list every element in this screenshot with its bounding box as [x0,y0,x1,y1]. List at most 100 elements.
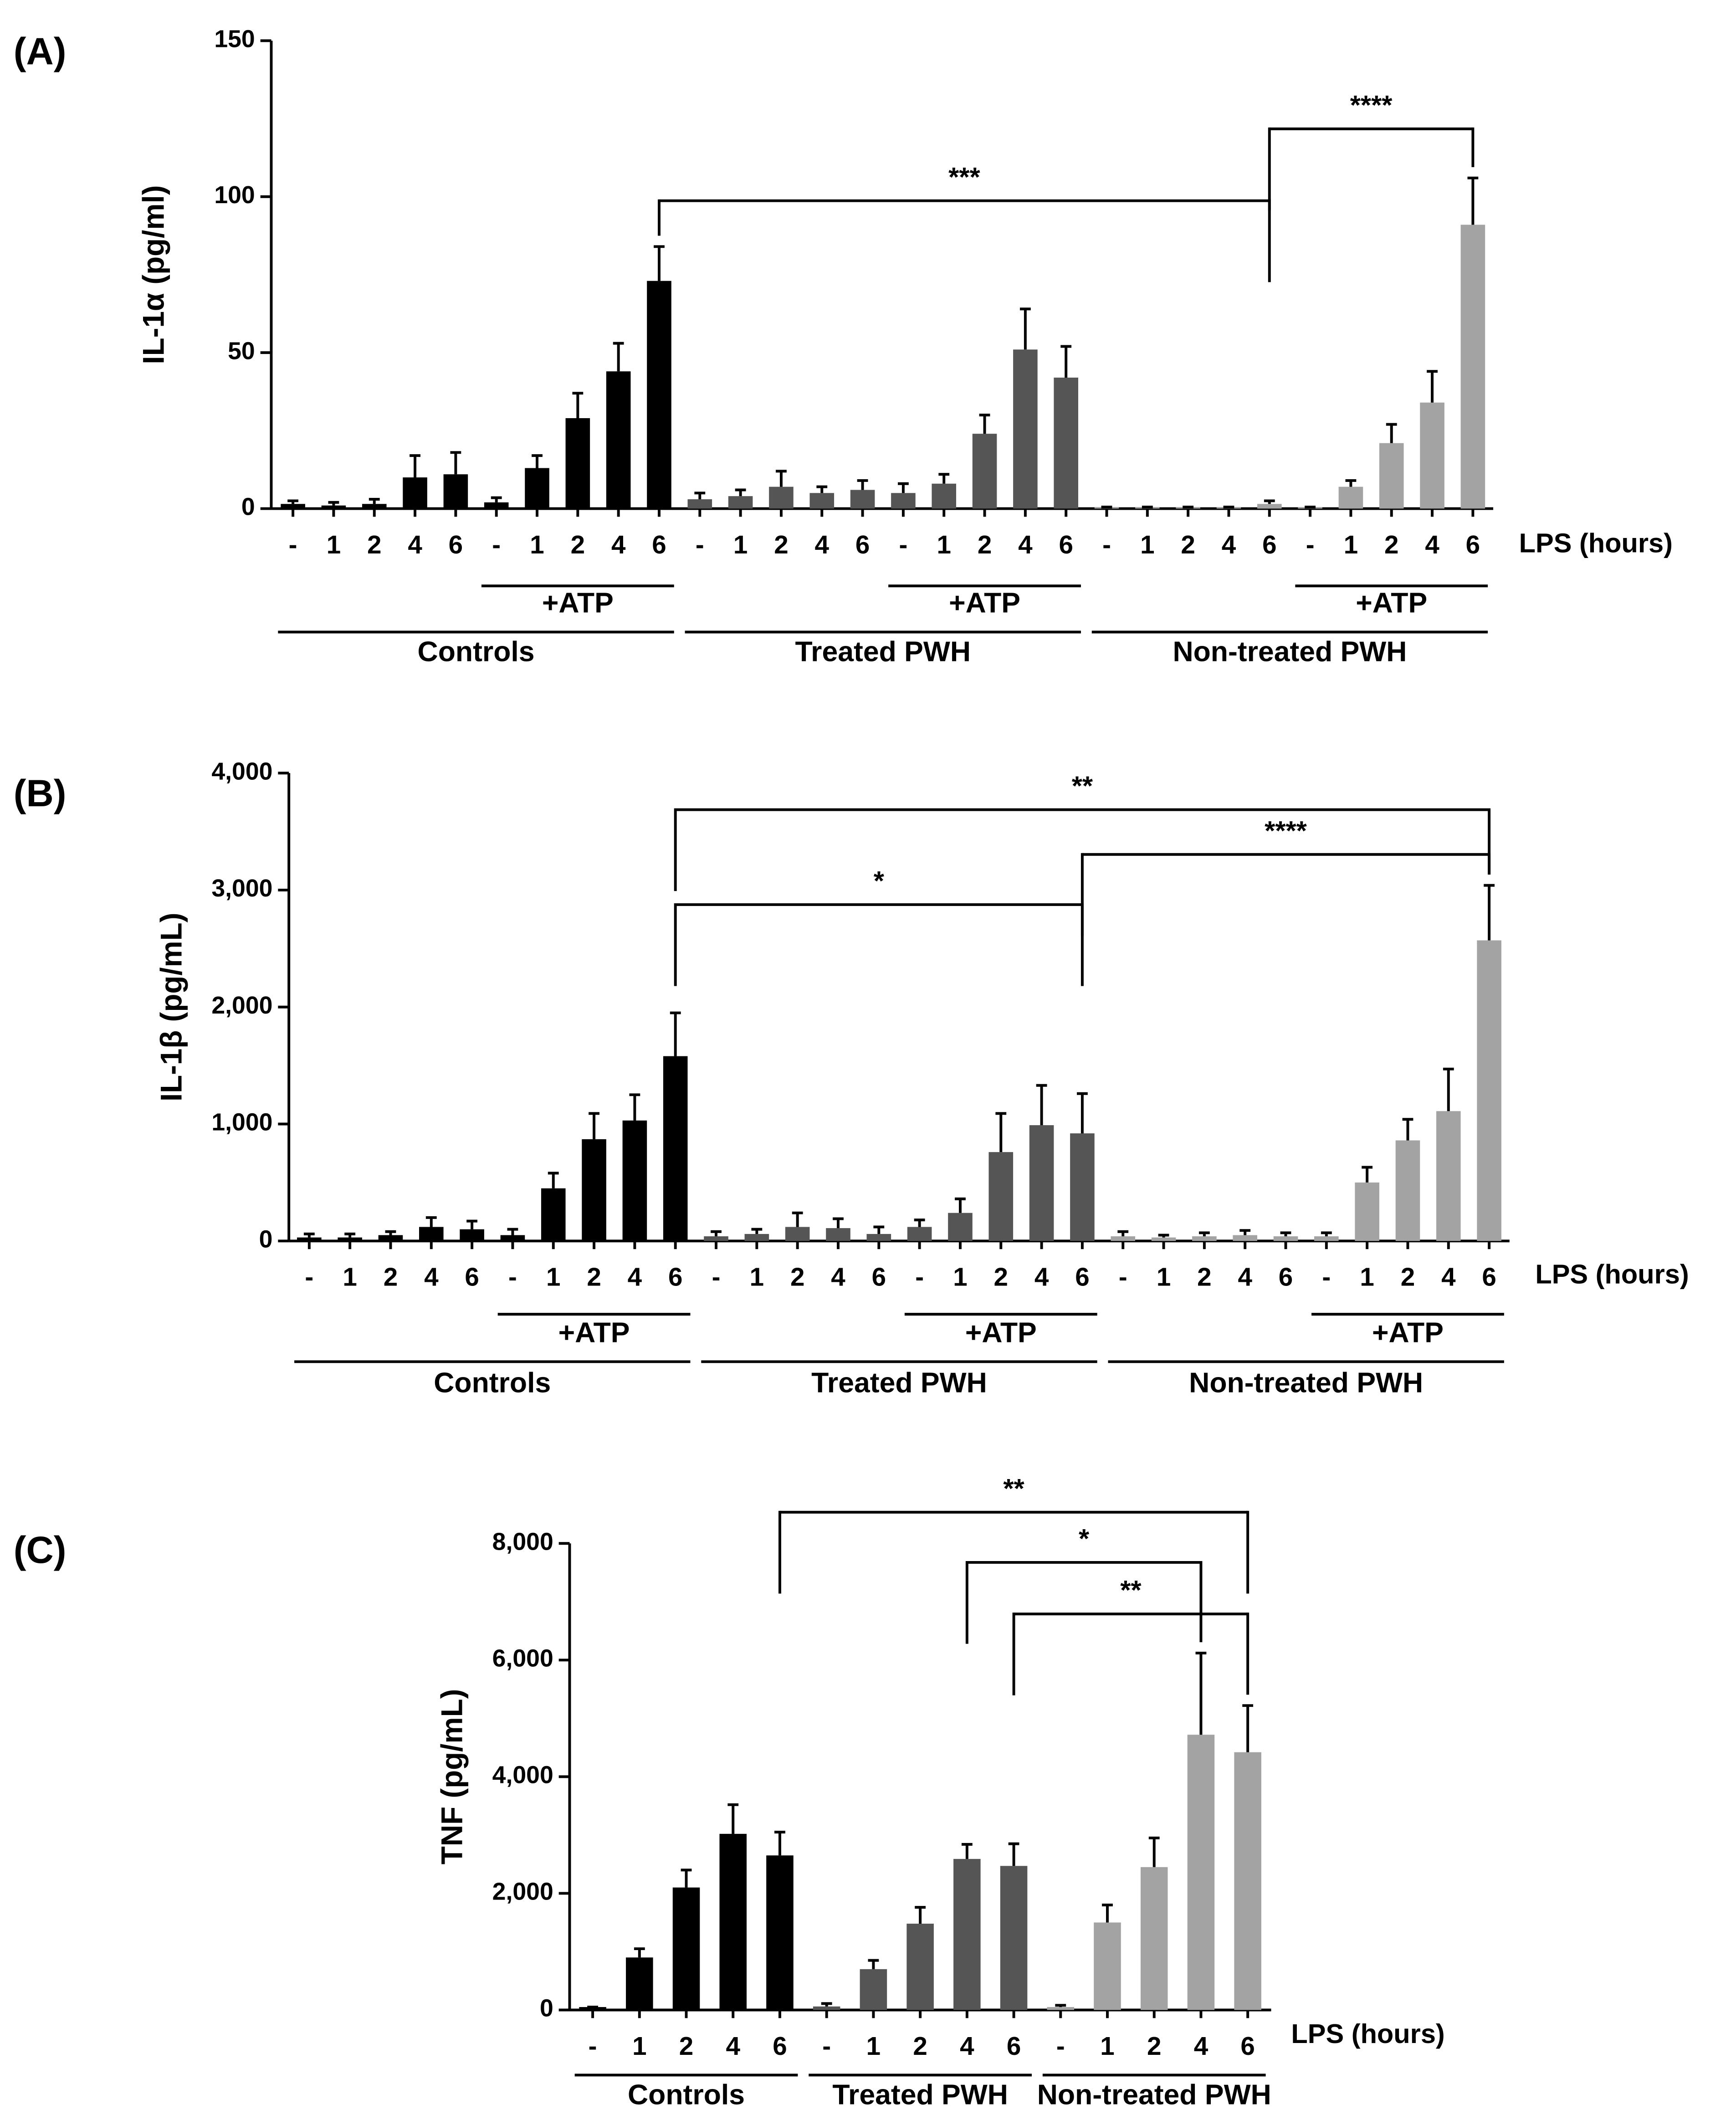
bar [338,1237,362,1241]
x-tick-label: - [696,530,704,559]
x-tick-label: 1 [546,1263,560,1291]
significance-label: ** [1003,1473,1024,1504]
panel-label: (B) [14,772,67,814]
x-tick-label: 2 [1401,1263,1415,1291]
y-tick-label: 150 [214,26,255,53]
x-tick-label: 1 [530,530,544,559]
bar [1151,1237,1176,1241]
bar [1094,1922,1121,2010]
x-tick-label: 6 [449,530,463,559]
bar [1355,1182,1379,1241]
x-tick-label: - [289,530,297,559]
x-tick-label: 4 [815,530,830,559]
bar [1111,1236,1136,1241]
y-tick-label: 0 [540,1995,553,2022]
x-tick-label: 6 [1075,1263,1089,1291]
bar [809,493,835,509]
significance-label: ** [1120,1575,1142,1605]
x-tick-label: 4 [1034,1263,1049,1291]
y-tick-label: 2,000 [492,1878,553,1905]
bar [1047,2007,1075,2010]
bar [297,1237,322,1241]
x-tick-label: 6 [773,2032,787,2060]
x-axis-label: LPS (hours) [1535,1259,1689,1289]
bar [1233,1235,1257,1241]
x-tick-label: 4 [1018,530,1033,559]
x-tick-label: 4 [1238,1263,1252,1291]
x-tick-label: 1 [1140,530,1154,559]
x-tick-label: 2 [774,530,788,559]
bar [606,371,631,509]
bar [647,281,671,509]
y-tick-label: 2,000 [211,992,272,1019]
x-tick-label: - [915,1263,924,1291]
y-tick-label: 1,000 [211,1109,272,1136]
x-tick-label: - [1306,530,1315,559]
x-tick-label: 1 [1344,530,1358,559]
bar [321,505,346,509]
bar [813,2006,840,2010]
bar [1257,504,1282,509]
x-tick-label: 1 [733,530,748,559]
bar [378,1235,403,1241]
sub-group-label: +ATP [965,1316,1037,1348]
x-tick-label: - [1322,1263,1331,1291]
sub-group-label: +ATP [558,1316,630,1348]
x-tick-label: 2 [571,530,585,559]
x-tick-label: 2 [978,530,992,559]
x-tick-label: 1 [327,530,341,559]
bar [769,486,794,509]
group-label: Controls [418,636,535,668]
bar [1140,1867,1168,2010]
panel-label: (C) [14,1529,67,1571]
group-label: Non-treated PWH [1037,2079,1271,2111]
bar [281,504,305,509]
y-tick-label: 0 [241,493,255,521]
significance-label: *** [948,162,980,192]
bar [484,502,509,509]
bar [744,1234,769,1241]
bar [1477,940,1501,1241]
x-tick-label: 6 [668,1263,682,1291]
bar [672,1887,700,2010]
bar [443,474,468,509]
significance-label: **** [1265,815,1307,846]
x-tick-label: - [492,530,501,559]
bar [622,1120,647,1241]
x-tick-label: - [822,2032,831,2060]
x-tick-label: 1 [1100,2032,1114,2060]
panel-label: (A) [14,30,67,72]
x-tick-label: - [1102,530,1111,559]
bar [719,1833,747,2010]
bar [860,1969,887,2010]
bar [460,1229,484,1241]
x-tick-label: 2 [1197,1263,1211,1291]
x-tick-label: 1 [866,2032,881,2060]
x-tick-label: 4 [1441,1263,1456,1291]
bar [687,499,712,509]
x-tick-label: 6 [1466,530,1480,559]
bar [704,1236,728,1241]
x-tick-label: - [305,1263,313,1291]
bar [565,418,590,509]
bar [1187,1735,1215,2010]
x-tick-label: 4 [831,1263,845,1291]
y-tick-label: 6,000 [492,1644,553,1672]
bar [403,477,427,509]
x-tick-label: 4 [424,1263,439,1291]
bar [850,490,875,509]
significance-label: * [1079,1523,1090,1554]
x-tick-label: - [508,1263,517,1291]
group-label: Controls [628,2079,745,2111]
x-tick-label: 2 [367,530,381,559]
bar [1379,443,1404,509]
bar [728,496,753,509]
y-tick-label: 4,000 [211,758,272,785]
group-label: Treated PWH [832,2079,1008,2111]
x-tick-label: 2 [994,1263,1008,1291]
bar [582,1139,606,1241]
y-tick-label: 8,000 [492,1528,553,1555]
group-label: Treated PWH [795,636,971,668]
x-tick-label: 6 [1279,1263,1293,1291]
